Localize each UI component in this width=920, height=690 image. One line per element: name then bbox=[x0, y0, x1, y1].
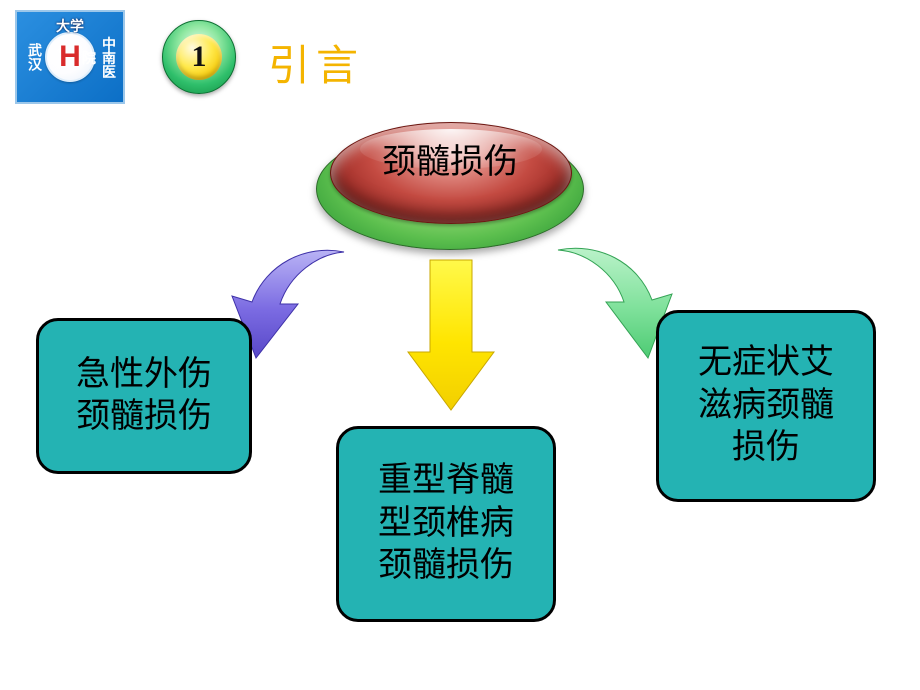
slide-stage: { "canvas": { "width": 920, "height": 69… bbox=[0, 0, 920, 690]
logo-text-top: 大学 bbox=[17, 16, 123, 36]
section-number-inner: 1 bbox=[176, 34, 222, 80]
arrow-down-path bbox=[408, 260, 494, 410]
logo-text-left: 武汉 bbox=[23, 43, 43, 71]
leaf-box-2: 无症状艾滋病颈髓损伤 bbox=[656, 310, 876, 502]
arrow-down bbox=[406, 256, 496, 414]
logo-text-right: 中南医院 bbox=[77, 35, 117, 80]
leaf-label-0: 急性外伤颈髓损伤 bbox=[76, 354, 212, 439]
leaf-box-1: 重型脊髓型颈椎病颈髓损伤 bbox=[336, 426, 556, 622]
root-node-label: 颈髓损伤 bbox=[316, 134, 584, 183]
leaf-box-0: 急性外伤颈髓损伤 bbox=[36, 318, 252, 474]
leaf-label-2: 无症状艾滋病颈髓损伤 bbox=[698, 342, 834, 470]
arrow-right-path bbox=[558, 248, 672, 358]
section-number-badge: 1 bbox=[162, 20, 236, 94]
section-title: 引言 bbox=[268, 32, 364, 93]
root-node: 颈髓损伤 bbox=[316, 128, 584, 250]
section-number-text: 1 bbox=[192, 40, 207, 74]
leaf-label-1: 重型脊髓型颈椎病颈髓损伤 bbox=[378, 460, 514, 588]
hospital-logo: 大学 武汉 中南医院 H bbox=[15, 10, 125, 104]
